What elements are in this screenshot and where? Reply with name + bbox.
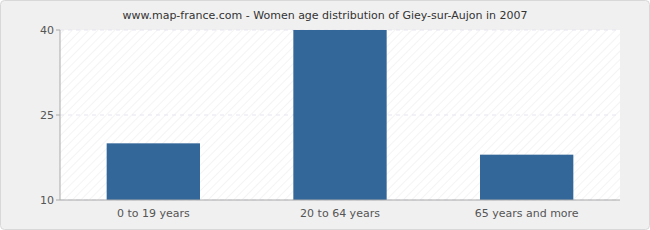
y-tick <box>56 115 60 116</box>
y-tick-label: 10 <box>40 194 54 207</box>
chart: www.map-france.com - Women age distribut… <box>0 0 650 230</box>
y-tick <box>56 30 60 31</box>
bar <box>107 143 200 200</box>
x-tick-label: 20 to 64 years <box>300 207 380 220</box>
x-tick-label: 0 to 19 years <box>117 207 190 220</box>
plot-area <box>60 30 620 200</box>
bar <box>293 30 386 200</box>
y-tick <box>56 200 60 201</box>
title: www.map-france.com - Women age distribut… <box>122 9 527 22</box>
grid-line <box>60 200 620 201</box>
bar <box>480 155 573 200</box>
x-axis <box>60 200 620 201</box>
y-tick-label: 40 <box>40 24 54 37</box>
x-tick-label: 65 years and more <box>475 207 579 220</box>
background <box>1 1 650 230</box>
y-axis <box>60 30 61 200</box>
y-tick-label: 25 <box>40 109 54 122</box>
